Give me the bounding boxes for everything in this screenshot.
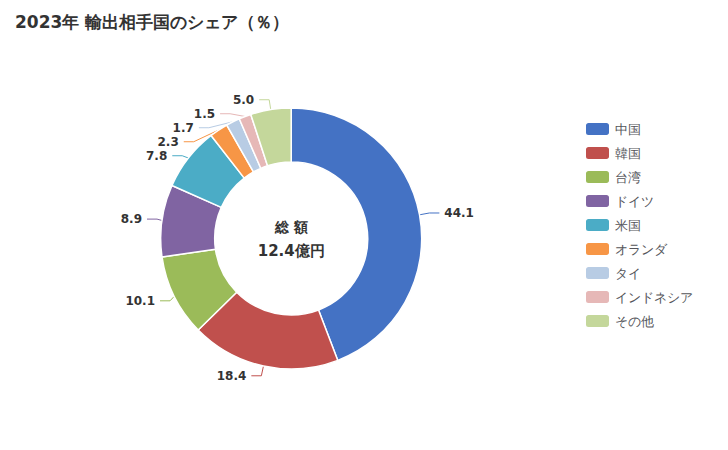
svg-text:8.9: 8.9 [121, 212, 142, 226]
svg-text:2.3: 2.3 [157, 135, 178, 149]
svg-text:台湾: 台湾 [615, 170, 641, 185]
svg-text:1.5: 1.5 [194, 107, 215, 121]
svg-text:米国: 米国 [615, 218, 641, 233]
svg-text:その他: その他 [615, 314, 654, 329]
svg-text:10.1: 10.1 [125, 294, 155, 308]
svg-text:5.0: 5.0 [233, 93, 254, 107]
svg-text:韓国: 韓国 [615, 146, 641, 161]
svg-text:12.4億円: 12.4億円 [258, 242, 325, 260]
svg-text:オランダ: オランダ [615, 242, 668, 257]
svg-text:中国: 中国 [615, 122, 641, 137]
svg-text:ドイツ: ドイツ [615, 194, 654, 209]
svg-text:インドネシア: インドネシア [615, 290, 693, 305]
svg-text:1.7: 1.7 [173, 121, 194, 135]
svg-text:総 額: 総 額 [274, 219, 308, 235]
svg-text:44.1: 44.1 [444, 206, 474, 220]
svg-text:2023年 輸出相手国のシェア（％）: 2023年 輸出相手国のシェア（％） [15, 12, 289, 32]
svg-text:7.8: 7.8 [146, 149, 167, 163]
svg-text:タイ: タイ [615, 266, 641, 281]
svg-text:18.4: 18.4 [217, 369, 247, 383]
